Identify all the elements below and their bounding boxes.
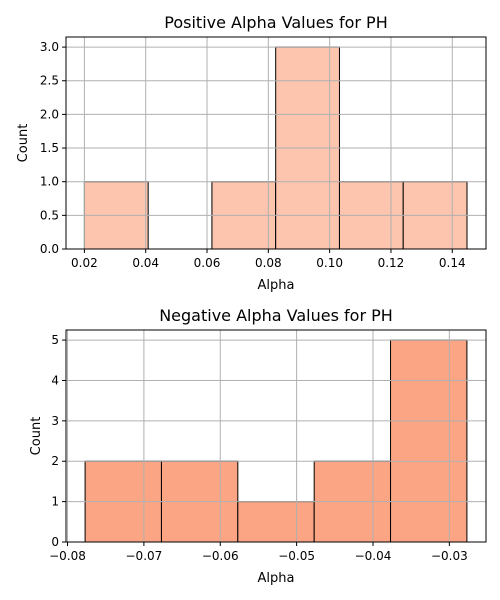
y-tick-label: 1.5 — [40, 141, 59, 155]
x-tick-label: 0.14 — [439, 256, 466, 270]
y-tick-label: 3 — [51, 414, 59, 428]
chart-title: Negative Alpha Values for PH — [159, 306, 393, 325]
x-tick-label: 0.10 — [316, 256, 343, 270]
x-tick-label: −0.03 — [431, 549, 468, 563]
x-tick-label: −0.07 — [126, 549, 163, 563]
x-tick-label: −0.06 — [202, 549, 239, 563]
chart-1: 0.02 0.04 0.06 0.08 0.10 0.12 0.14 0.0 0.5 1.0 1.5… — [16, 13, 487, 293]
histogram-bar — [390, 339, 468, 543]
bars — [84, 339, 468, 543]
chart-2: −0.08 −0.07 −0.06 −0.05 −0.04 −0.03 0 1 2 3 4 5 Nega… — [29, 306, 487, 586]
x-axis-label: Alpha — [258, 571, 295, 586]
y-axis-label: Count — [29, 417, 44, 456]
chart-title: Positive Alpha Values for PH — [164, 13, 387, 32]
y-axis-label: Count — [16, 124, 31, 163]
axes-frame — [65, 36, 487, 250]
x-tick-label: −0.04 — [355, 549, 392, 563]
y-tick-label: 3.0 — [40, 40, 59, 54]
x-tick-label: 0.08 — [255, 256, 282, 270]
y-tick-label: 2 — [51, 454, 59, 468]
x-tick-label: 0.06 — [194, 256, 221, 270]
y-tick-label: 5 — [51, 333, 59, 347]
axes-frame — [65, 329, 487, 543]
x-tick-label: 0.02 — [71, 256, 98, 270]
y-tick-label: 0.0 — [40, 242, 59, 256]
y-tick-label: 2.0 — [40, 107, 59, 121]
histogram-bar — [237, 501, 315, 543]
x-tick-label: −0.08 — [49, 549, 86, 563]
y-tick-label: 1 — [51, 495, 59, 509]
x-tick-label: −0.05 — [278, 549, 315, 563]
x-tick-label: 0.12 — [378, 256, 405, 270]
x-axis-label: Alpha — [258, 278, 295, 293]
y-tick-label: 0 — [51, 535, 59, 549]
y-tick-label: 0.5 — [40, 208, 59, 222]
y-tick-label: 2.5 — [40, 74, 59, 88]
y-tick-label: 1.0 — [40, 175, 59, 189]
x-tick-label: 0.04 — [132, 256, 159, 270]
y-tick-label: 4 — [51, 373, 59, 387]
